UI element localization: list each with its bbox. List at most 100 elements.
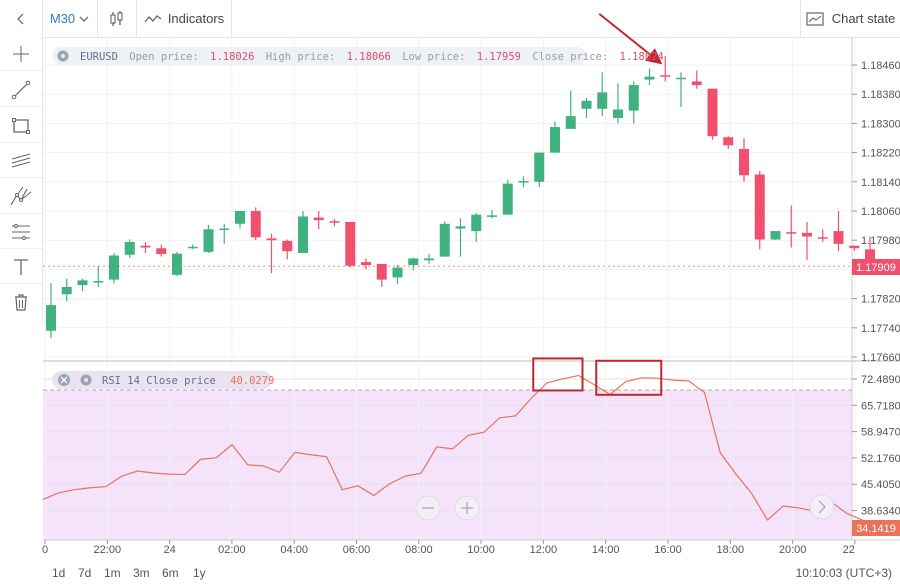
candle [345,221,356,268]
candle [802,221,812,261]
candle-body [235,211,245,224]
candle-body [124,242,135,255]
time-tick-label: 24 [163,544,175,556]
grid-lines [43,37,856,540]
tool-rectangle[interactable] [0,109,42,143]
candle [109,252,119,284]
candle-body [723,137,734,146]
range-1d[interactable]: 1d [52,566,66,580]
candle-body [156,248,167,255]
candle-body [187,246,198,249]
legend-settings-icon[interactable] [57,50,69,62]
tool-pitchfork[interactable] [0,180,42,214]
rsi-tick-label: 45.4050 [861,479,900,491]
range-1y[interactable]: 1y [193,566,206,580]
tool-fibonacci[interactable] [0,215,42,249]
candle [770,231,781,241]
candle [534,152,545,188]
range-3m[interactable]: 3m [133,566,150,580]
legend-close-label: Close price: [532,51,608,63]
candle [471,212,482,243]
candle [550,121,560,153]
candle-body [392,267,403,278]
range-6m[interactable]: 6m [162,566,179,580]
candle [644,68,655,86]
candle-body [219,228,230,231]
zoom-in-button[interactable] [454,495,480,521]
indicators-button[interactable]: Indicators [137,0,232,37]
candle-body [817,237,828,239]
candle [282,239,293,260]
candle-body [691,81,702,86]
candle-body [613,109,623,118]
drawing-tools-sidebar [0,37,43,322]
ohlc-legend: EURUSD Open price: 1.18026 High price: 1… [80,51,664,63]
indicators-icon [144,14,162,22]
chart-type-button[interactable] [98,0,137,37]
parallel-channel-icon [11,153,31,167]
candle-body [313,217,324,221]
time-tick-label: 04:00 [280,544,308,556]
candle [93,265,104,287]
candle [156,244,167,257]
rsi-tick-label: 58.9470 [861,427,900,439]
tool-text[interactable] [0,250,42,284]
candlestick-icon [110,10,123,26]
rsi-overbought-band [43,390,852,540]
scroll-right-button[interactable] [809,494,835,520]
price-tick-label: 1.17740 [861,323,900,335]
legend-high-label: High price: [266,51,336,63]
candle [518,176,529,188]
range-7d[interactable]: 7d [78,566,92,580]
timeframe-select[interactable]: M30 [43,0,98,37]
time-tick-label: 02:00 [218,544,246,556]
tool-trend-line[interactable] [0,73,42,107]
chart-state-button[interactable]: Chart state [800,0,900,37]
candle-body [754,174,765,240]
candle-body [707,88,718,137]
annotation-box [595,359,663,396]
candle-body [46,305,56,331]
price-tick-label: 1.18220 [861,148,900,160]
rsi-remove-icon[interactable] [58,374,70,386]
legend-low: 1.17959 [477,51,521,63]
rsi-legend-bg [52,371,272,389]
price-tick-label: 1.18460 [861,60,900,72]
tool-parallel-channel[interactable] [0,144,42,178]
candle-body [597,92,608,109]
trend-line-icon [11,80,31,99]
candle [786,205,797,248]
crosshair-icon [13,45,29,62]
range-1m[interactable]: 1m [104,566,121,580]
annotation-arrow [598,13,663,65]
legend-high: 1.18066 [347,51,391,63]
price-tick-label: 1.18060 [861,206,900,218]
candle-body [298,216,308,253]
candle [754,170,765,250]
axes: 1.18460 1.18380 1.18300 1.18220 1.18140 1.180… [42,60,900,556]
tool-delete[interactable] [0,285,42,319]
candle-body [408,258,419,266]
rsi-legend: RSI 14 Close price 40.0279 [102,375,274,387]
candle [424,254,434,264]
candle-body [61,286,72,295]
candle [187,244,198,250]
rsi-settings-icon[interactable] [80,374,92,386]
back-button[interactable] [0,0,43,37]
candle [392,265,403,284]
candle [361,258,371,270]
candle-body [250,211,261,238]
legend-close: 1.18024 [620,51,664,63]
candle [235,211,245,229]
candle [581,97,592,118]
zoom-out-button[interactable] [415,495,441,521]
tool-crosshair[interactable] [0,37,42,71]
candle-body [361,262,371,266]
candle-body [424,258,434,261]
chart-state-label: Chart state [831,11,896,26]
current-price-label: 1.17909 [856,262,896,274]
rsi-tick-label: 65.7180 [861,400,900,412]
candle [46,283,56,339]
legend-symbol: EURUSD [80,51,118,63]
